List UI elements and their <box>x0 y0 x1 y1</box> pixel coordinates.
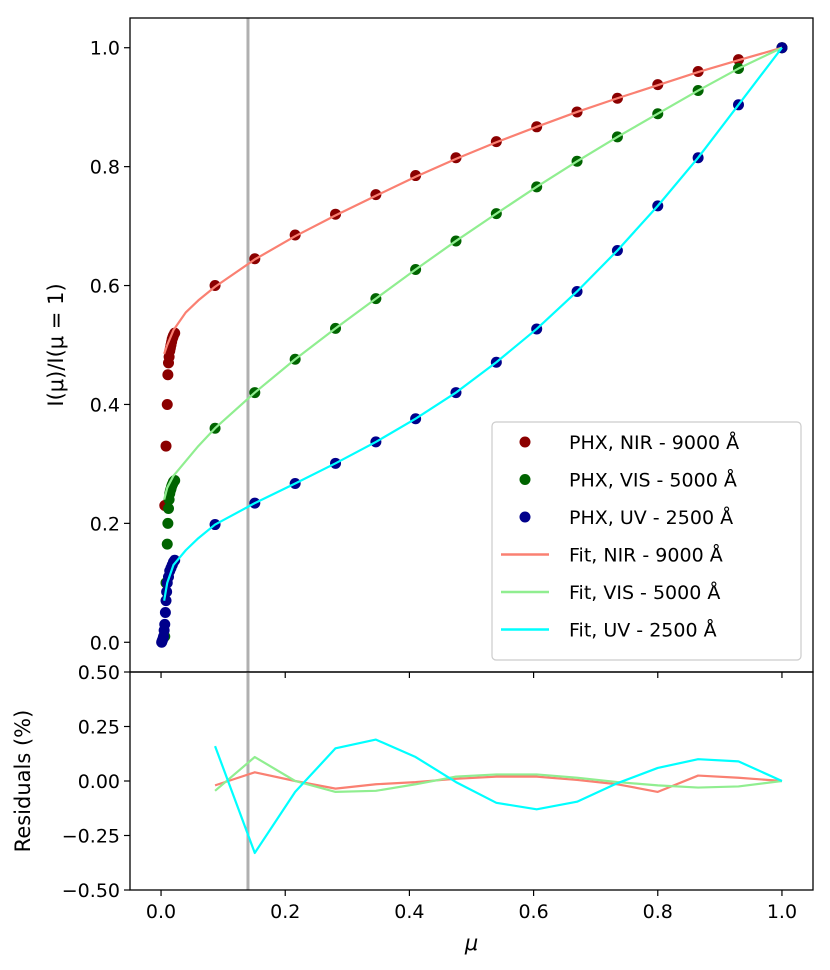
legend-marker <box>519 436 531 448</box>
legend-label: Fit, NIR - 9000 Å <box>569 544 723 567</box>
data-point <box>162 503 174 514</box>
legend-label: PHX, VIS - 5000 Å <box>569 469 737 492</box>
legend-label: PHX, NIR - 9000 Å <box>569 431 739 454</box>
legend-box <box>491 421 802 661</box>
data-point <box>169 554 181 566</box>
series-line <box>163 47 783 601</box>
x-axis-title: μ <box>464 931 478 955</box>
legend-marker <box>519 474 531 485</box>
data-point <box>160 440 172 452</box>
y-tick-label: 0.8 <box>90 157 120 179</box>
y-axis-title: I(μ)/I(μ = 1) <box>44 283 68 406</box>
data-point <box>159 607 171 619</box>
data-point <box>162 517 174 529</box>
y-tick-label: −0.50 <box>62 880 120 902</box>
series-line <box>163 46 783 500</box>
x-tick-label: 0.0 <box>146 901 176 923</box>
x-tick-label: 0.6 <box>518 901 548 923</box>
y-tick-label: 0.50 <box>78 662 120 684</box>
plot-frame <box>129 671 814 891</box>
y-tick-label: −0.25 <box>62 826 120 848</box>
y-axis-title: Residuals (%) <box>11 710 35 853</box>
y-tick-label: 0.00 <box>78 771 120 793</box>
legend-label: Fit, UV - 2500 Å <box>569 619 717 642</box>
y-tick-label: 1.0 <box>90 38 120 60</box>
legend-label: Fit, VIS - 5000 Å <box>569 581 720 604</box>
legend: PHX, NIR - 9000 Å PHX, VIS - 5000 Å PHX, U… <box>491 421 802 661</box>
x-tick-label: 0.4 <box>394 901 424 923</box>
y-tick-label: 0.6 <box>90 276 120 298</box>
data-point <box>159 618 171 630</box>
x-tick-label: 0.8 <box>643 901 673 923</box>
residuals-panel: 0.0 0.2 0.4 0.6 0.8 1.0 −0.50 −0.25 0.00 0.25 0.50… <box>11 662 814 955</box>
data-point <box>161 398 173 410</box>
main-panel: 0.0 0.2 0.4 0.6 0.8 1.0 I(μ)/I(μ = 1) <box>44 17 814 678</box>
data-point <box>160 595 172 607</box>
series-line <box>214 755 783 794</box>
series-line <box>163 46 783 355</box>
y-tick-label: 0.0 <box>90 632 120 654</box>
series-line <box>214 738 783 855</box>
y-tick-label: 0.25 <box>78 717 120 739</box>
data-point <box>161 538 173 550</box>
legend-marker <box>519 511 531 523</box>
x-tick-label: 0.2 <box>270 901 300 923</box>
legend-label: PHX, UV - 2500 Å <box>569 506 733 529</box>
x-tick-label: 1.0 <box>767 901 797 923</box>
data-point <box>162 369 174 381</box>
y-tick-label: 0.4 <box>90 394 120 416</box>
y-tick-label: 0.2 <box>90 513 120 535</box>
